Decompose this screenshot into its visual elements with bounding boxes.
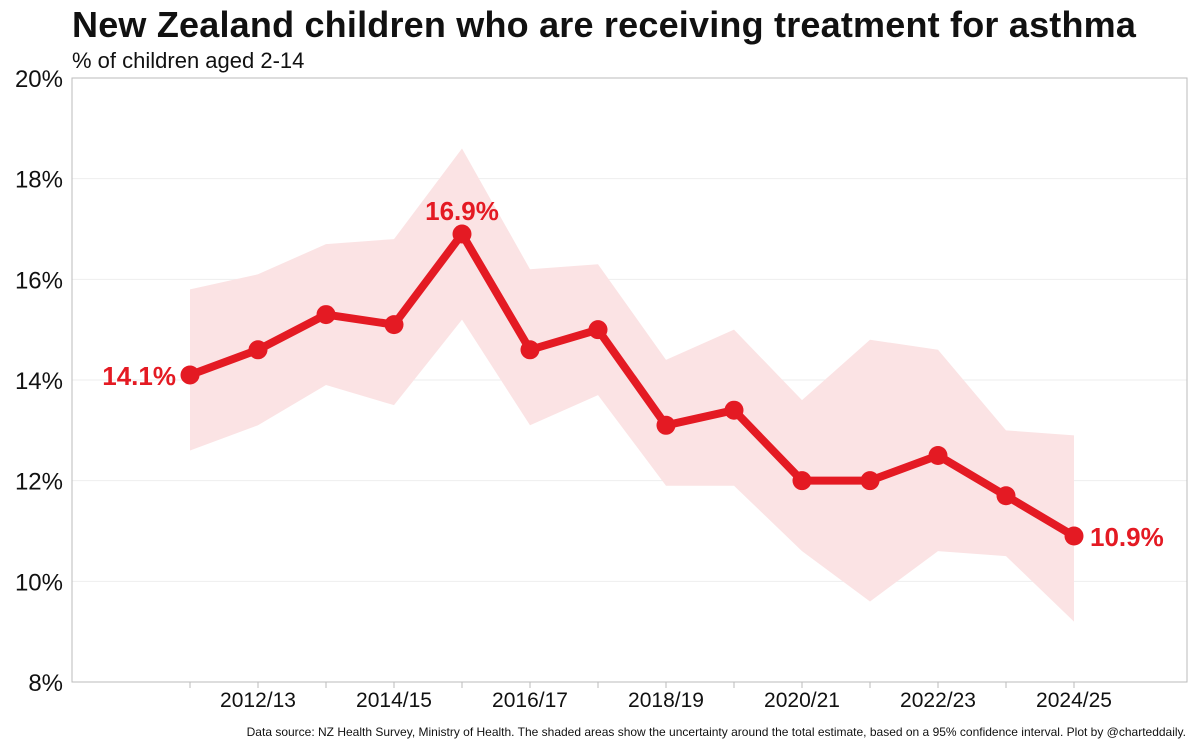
y-tick-label: 18% [15,167,63,194]
y-tick-label: 12% [15,469,63,496]
data-point [384,315,404,335]
data-point [520,340,540,360]
plot-frame [71,77,1188,683]
confidence-interval-band [190,148,1074,622]
footnote: Data source: NZ Health Survey, Ministry … [246,725,1186,739]
data-point [996,486,1016,506]
y-tick-label: 8% [28,670,63,697]
y-tick-label: 14% [15,368,63,395]
data-label: 16.9% [425,196,499,226]
y-tick-label: 20% [15,66,63,93]
data-point [792,471,812,491]
y-tick-label: 10% [15,569,63,596]
data-label: 14.1% [102,361,176,391]
data-point [656,415,676,435]
chart-subtitle: % of children aged 2-14 [72,48,305,73]
x-tick-label: 2022/23 [900,689,976,712]
data-point [452,224,472,244]
x-tick-label: 2012/13 [220,689,296,712]
data-point [316,305,336,325]
x-tick-label: 2014/15 [356,689,432,712]
x-tick-label: 2024/25 [1036,689,1112,712]
data-point [248,340,268,360]
data-label: 10.9% [1090,522,1164,552]
data-point [180,365,200,385]
series-polyline [186,230,1078,541]
data-point [588,320,608,340]
data-points [180,224,1084,546]
x-tick-label: 2018/19 [628,689,704,712]
x-tick-label: 2020/21 [764,689,840,712]
data-point [724,400,744,420]
data-point [1064,526,1084,546]
x-tick-label: 2016/17 [492,689,568,712]
data-point [860,471,880,491]
axes: 8% 10% 12% 14% 16% 18% 20% 2012/13 2014/15 2016/1… [15,66,1188,712]
series-line [186,230,1078,541]
data-labels: 14.1% 16.9% 10.9% [102,196,1163,552]
data-point [928,446,948,465]
confidence-band [190,148,1074,622]
chart-title: New Zealand children who are receiving t… [72,4,1137,45]
y-tick-label: 16% [15,267,63,294]
